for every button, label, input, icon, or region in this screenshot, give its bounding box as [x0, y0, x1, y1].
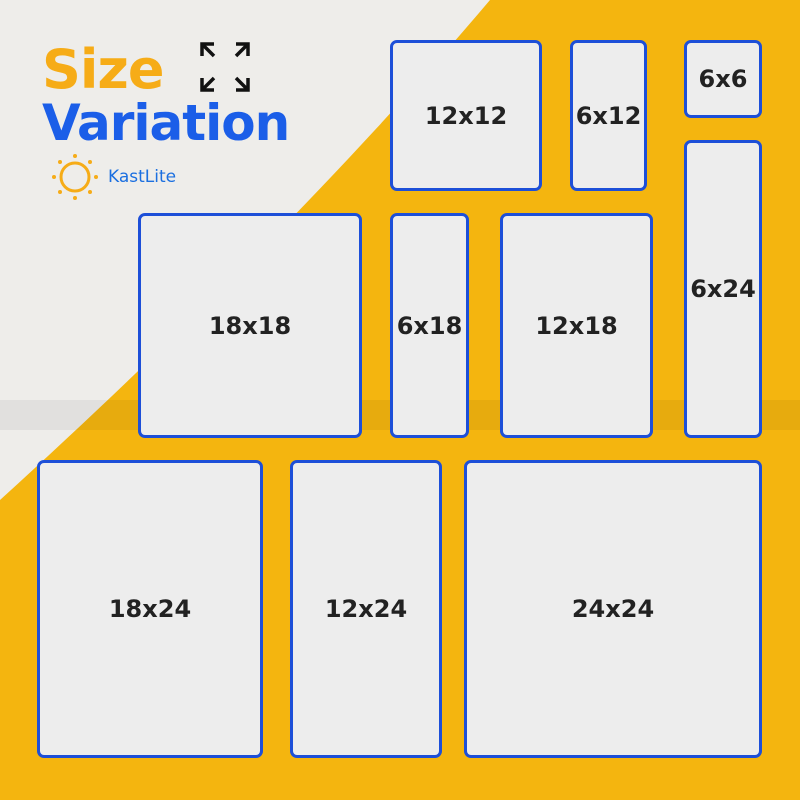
size-12x24: 12x24 — [290, 460, 442, 758]
sun-icon — [52, 154, 98, 200]
size-6x18: 6x18 — [390, 213, 469, 438]
brand-name: KastLite — [108, 167, 177, 187]
size-18x18: 18x18 — [138, 213, 362, 438]
size-18x24: 18x24 — [37, 460, 263, 758]
size-6x6: 6x6 — [684, 40, 762, 118]
size-24x24: 24x24 — [464, 460, 762, 758]
size-12x18: 12x18 — [500, 213, 653, 438]
brand-logo: KastLite — [50, 152, 176, 202]
size-6x12: 6x12 — [570, 40, 647, 191]
size-6x24: 6x24 — [684, 140, 762, 438]
size-12x12: 12x12 — [390, 40, 542, 191]
title-variation: Variation — [42, 94, 290, 152]
expand-arrows-icon — [200, 42, 250, 92]
title-size: Size — [42, 38, 164, 101]
